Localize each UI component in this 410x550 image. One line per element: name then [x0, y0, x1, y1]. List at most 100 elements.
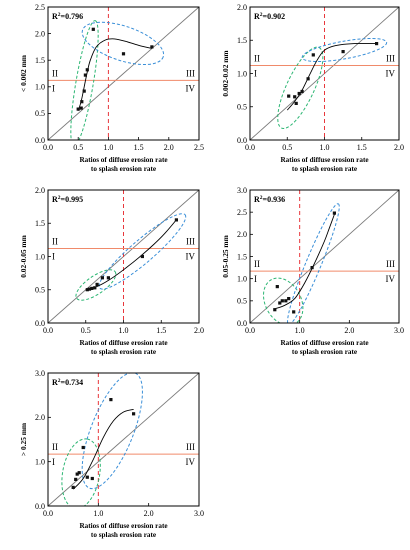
data-point — [90, 286, 94, 290]
cluster-ellipse-low — [61, 438, 101, 506]
cluster-ellipse-high — [81, 21, 165, 66]
plot-area — [48, 373, 199, 506]
data-point — [287, 297, 291, 301]
x-tick-label: 2.0 — [144, 509, 154, 518]
cluster-ellipse-high — [287, 203, 340, 323]
quadrant-label-ii: II — [52, 68, 58, 78]
r-squared-base: R — [254, 195, 260, 204]
data-point — [294, 101, 298, 105]
x-axis-title-line-1: Ratios of diffuse erosion rate — [79, 156, 167, 164]
fit-curve — [85, 219, 177, 291]
data-point — [132, 412, 136, 416]
data-point — [287, 94, 291, 98]
r-squared-label: R2=0.902 — [254, 12, 285, 21]
data-point — [310, 266, 314, 270]
x-tick-label: 0.5 — [282, 143, 292, 152]
r-squared-value: =0.995 — [61, 195, 84, 204]
y-tick-label: 2.0 — [35, 413, 45, 422]
y-tick-label: 0.0 — [35, 502, 45, 511]
x-tick-label: 0.0 — [245, 326, 255, 335]
y-tick-label: 1.5 — [237, 252, 247, 261]
y-tick-label: 0.0 — [237, 319, 247, 328]
y-tick-label: 0.0 — [35, 136, 45, 145]
r-squared-superscript: 2 — [260, 12, 263, 18]
cluster-ellipse-high — [98, 213, 187, 290]
chart-panel-2: 0.0 0.5 1.0 1.5 2.0 0.0 0.5 1.0 1.5 2.0 Ratios of … — [221, 3, 404, 173]
quadrant-label-iv: IV — [186, 252, 196, 262]
plot-frame — [47, 6, 200, 141]
data-point — [90, 476, 94, 481]
x-tick-label: 3.0 — [394, 326, 404, 335]
fit-curve — [77, 38, 152, 111]
fit-curve — [286, 42, 377, 111]
cluster-ellipse-high — [301, 37, 388, 63]
r-squared-value: =0.936 — [263, 195, 286, 204]
data-point — [273, 308, 277, 312]
data-point — [80, 100, 84, 104]
data-point — [77, 471, 81, 475]
r-squared-value: =0.902 — [263, 12, 286, 21]
quadrant-label-iii: III — [186, 237, 195, 247]
quadrant-label-i: I — [52, 457, 55, 467]
data-point — [121, 52, 126, 56]
y-tick-label: 0.0 — [237, 136, 247, 145]
data-point — [76, 107, 80, 111]
y-tick-label: 3.0 — [35, 369, 45, 378]
quadrant-label-iv: IV — [186, 83, 196, 93]
fit-curve — [274, 214, 335, 310]
r-squared-superscript: 2 — [58, 195, 61, 201]
x-tick-label: 0.0 — [43, 326, 53, 335]
y-tick-label: 2.5 — [35, 3, 45, 12]
plot-frame — [47, 372, 200, 507]
plot-area — [48, 190, 199, 323]
data-point — [280, 299, 284, 303]
x-axis-title-line-1: Ratios of diffuse erosion rate — [280, 339, 368, 347]
data-point — [91, 27, 95, 31]
data-point — [82, 89, 86, 93]
y-tick-label: 1.0 — [237, 69, 247, 78]
y-tick-label: 1.0 — [237, 274, 247, 283]
x-tick-label: 2.0 — [164, 143, 174, 152]
quadrant-label-iii: III — [386, 259, 395, 269]
data-point — [95, 282, 99, 286]
y-tick-label: 1.5 — [237, 36, 247, 45]
r-squared-superscript: 2 — [58, 12, 61, 18]
x-tick-label: 1.5 — [357, 143, 367, 152]
y-axis-title: 0.05-0.25 mm — [221, 234, 230, 277]
y-tick-label: 2.0 — [237, 230, 247, 239]
r-squared-base: R — [52, 12, 58, 21]
data-point — [341, 50, 345, 54]
chart-panel-1: 0.0 0.5 1.0 1.5 2.0 2.5 0.0 0.5 1.0 1.5 2.0 2.5 Rati… — [19, 3, 204, 173]
y-tick-label: 2.5 — [237, 208, 247, 217]
data-point — [85, 475, 89, 479]
data-point — [81, 445, 85, 450]
data-point — [297, 91, 301, 96]
y-tick-label: 0.5 — [237, 297, 247, 306]
r-squared-superscript: 2 — [260, 195, 263, 201]
quadrant-label-i: I — [254, 69, 257, 79]
y-axis-title: < 0.002 mm — [19, 54, 28, 92]
y-tick-label: 1.5 — [35, 56, 45, 65]
data-point — [278, 301, 282, 305]
r-squared-superscript: 2 — [58, 378, 61, 384]
quadrant-label-i: I — [52, 83, 55, 93]
data-point — [87, 287, 92, 291]
data-point — [375, 42, 379, 46]
one-to-one-line — [48, 7, 199, 140]
x-axis-title-line-2: to splash erosion rate — [91, 531, 156, 539]
y-axis-title: 0.02-0.05 mm — [19, 234, 28, 277]
y-tick-label: 0.5 — [35, 109, 45, 118]
x-axis-title-line-2: to splash erosion rate — [292, 348, 357, 356]
r-squared-label: R2=0.796 — [52, 12, 83, 21]
y-tick-label: 0.5 — [237, 103, 247, 112]
data-point — [71, 485, 75, 489]
quadrant-label-ii: II — [52, 442, 58, 452]
x-axis-title-line-2: to splash erosion rate — [91, 165, 156, 173]
y-tick-label: 0.5 — [35, 286, 45, 295]
data-point — [79, 106, 83, 110]
quadrant-label-iii: III — [386, 54, 395, 64]
data-point — [85, 68, 89, 72]
data-point — [74, 477, 78, 481]
x-tick-label: 0.5 — [81, 326, 91, 335]
